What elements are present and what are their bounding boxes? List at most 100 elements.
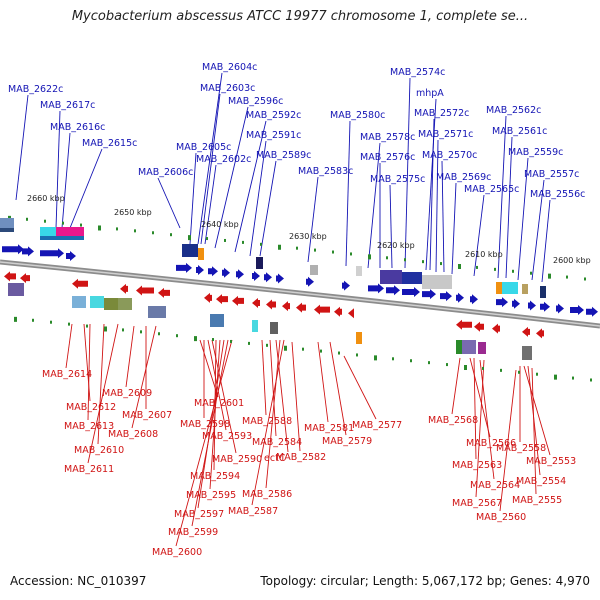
top-leader-line xyxy=(204,164,217,245)
top-gene-label: MAB_2578c xyxy=(360,132,415,143)
scale-tick xyxy=(32,318,34,322)
bottom-gene-label: MAB_2594 xyxy=(190,471,240,482)
bottom-gene-label: MAB_2587 xyxy=(228,506,278,517)
feature-box xyxy=(182,244,198,257)
bottom-leader-line xyxy=(343,355,377,420)
top-gene-label: MAB_2556c xyxy=(530,189,585,200)
top-leader-line xyxy=(505,136,513,279)
bottom-leader-line xyxy=(329,341,347,436)
plus-strand-gene xyxy=(496,297,508,308)
plus-strand-gene xyxy=(556,303,564,314)
feature-box xyxy=(104,298,118,310)
feature-box xyxy=(72,296,86,308)
bottom-gene-label: MAB_2584 xyxy=(252,437,302,448)
scale-tick xyxy=(44,219,46,223)
scale-tick xyxy=(170,233,172,237)
bottom-leader-line xyxy=(197,339,225,509)
feature-box xyxy=(148,306,166,318)
feature-box xyxy=(456,340,462,354)
scale-tick xyxy=(104,326,107,332)
top-gene-label: MAB_2617c xyxy=(40,100,95,111)
scale-tick xyxy=(98,225,101,231)
scale-tick xyxy=(278,244,281,250)
scale-tick xyxy=(302,347,304,351)
plus-strand-gene xyxy=(22,246,34,257)
minus-strand-gene xyxy=(232,295,244,306)
bottom-gene-label: MAB_2588 xyxy=(242,416,292,427)
bottom-leader-line xyxy=(265,339,281,489)
scale-tick xyxy=(500,368,502,372)
scale-tick xyxy=(80,223,82,227)
top-gene-label: MAB_2616c xyxy=(50,122,105,133)
scale-tick xyxy=(122,328,124,332)
scale-tick xyxy=(62,221,64,225)
bottom-gene-label: MAB_2582 xyxy=(276,452,326,463)
top-gene-label: MAB_2575c xyxy=(370,174,425,185)
scale-tick xyxy=(242,240,244,244)
top-leader-line xyxy=(214,106,249,249)
gene-arrows xyxy=(2,244,598,339)
top-gene-label: MAB_2557c xyxy=(524,169,579,180)
scale-label: 2640 kbp xyxy=(201,220,239,229)
scale-tick xyxy=(512,269,514,273)
bottom-gene-label: MAB_2581 xyxy=(304,423,354,434)
top-gene-label: MAB_2615c xyxy=(82,138,137,149)
feature-box xyxy=(522,284,528,294)
bottom-leader-line xyxy=(191,339,229,527)
bottom-gene-label: MAB_2567 xyxy=(452,498,502,509)
minus-strand-gene xyxy=(474,321,484,332)
bottom-gene-label: MAB_2609 xyxy=(102,388,152,399)
bottom-gene-label: MAB_2563 xyxy=(452,460,502,471)
minus-strand-gene xyxy=(314,304,330,315)
bottom-gene-label: MAB_2590 xyxy=(212,454,262,465)
plus-strand-gene xyxy=(570,304,584,315)
scale-tick xyxy=(494,267,496,271)
top-gene-label: MAB_2576c xyxy=(360,152,415,163)
plus-strand-gene xyxy=(402,287,420,298)
scale-ticks xyxy=(8,215,592,382)
top-leader-line xyxy=(473,194,485,277)
top-gene-label: MAB_2603c xyxy=(200,83,255,94)
minus-strand-gene xyxy=(72,278,88,289)
bottom-gene-label: MAB_2613 xyxy=(64,421,114,432)
top-gene-label: MAB_2574c xyxy=(390,67,445,78)
bottom-leader-line xyxy=(261,339,267,416)
bottom-gene-label: MAB_2600 xyxy=(152,547,202,558)
feature-box xyxy=(356,332,362,344)
plus-strand-gene xyxy=(208,266,218,277)
minus-strand-gene xyxy=(20,273,30,284)
bottom-gene-label: MAB_2599 xyxy=(168,527,218,538)
top-leader-line xyxy=(435,139,439,273)
top-leader-line xyxy=(497,115,507,279)
minus-strand-gene xyxy=(266,299,276,310)
minus-strand-gene xyxy=(522,326,530,337)
bottom-gene-label: MAB_2593 xyxy=(202,431,252,442)
bottom-leader-line xyxy=(531,367,537,495)
plus-strand-gene xyxy=(40,248,64,259)
plus-strand-gene xyxy=(342,280,350,291)
top-gene-label: MAB_2589c xyxy=(256,150,311,161)
top-gene-label: MAB_2592c xyxy=(246,110,301,121)
scale-tick xyxy=(590,378,592,382)
feature-box xyxy=(210,314,224,327)
scale-tick xyxy=(386,256,388,260)
bottom-gene-label: MAB_2579 xyxy=(322,436,372,447)
feature-box xyxy=(256,257,263,269)
top-leader-line xyxy=(234,120,267,253)
top-gene-label: MAB_2570c xyxy=(422,150,477,161)
bottom-leader-line xyxy=(451,357,461,415)
top-gene-label: MAB_2604c xyxy=(202,62,257,73)
scale-tick xyxy=(410,359,412,363)
scale-tick xyxy=(566,275,568,279)
scale-label: 2650 kbp xyxy=(114,208,152,217)
bottom-leader-line xyxy=(479,359,495,480)
top-leader-line xyxy=(61,132,71,229)
scale-tick xyxy=(260,242,262,246)
bottom-leader-line xyxy=(317,341,329,423)
plus-strand-gene xyxy=(264,272,272,283)
top-gene-label: MAB_2559c xyxy=(508,147,563,158)
top-gene-label: MAB_2561c xyxy=(492,126,547,137)
scale-tick xyxy=(404,258,406,262)
scale-tick xyxy=(134,229,136,233)
scale-labels: 2660 kbp 2650 kbp 2640 kbp 2630 kbp 2620 kbp… xyxy=(27,194,591,265)
